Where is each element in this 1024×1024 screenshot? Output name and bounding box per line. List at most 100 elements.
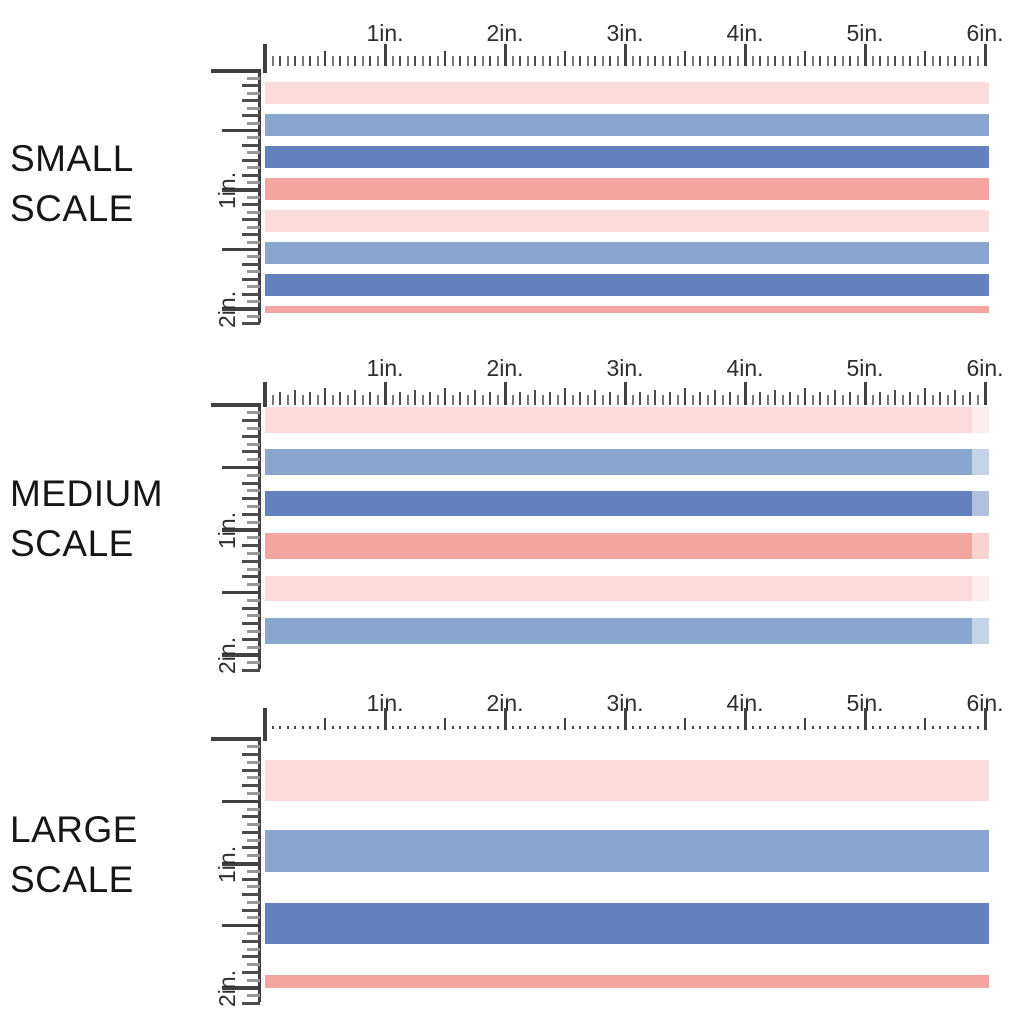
ruler-tick bbox=[247, 978, 260, 982]
ruler-tick bbox=[631, 395, 634, 405]
ruler-tick bbox=[247, 270, 260, 274]
ruler-tick bbox=[242, 606, 260, 610]
ruler-tick bbox=[834, 56, 836, 66]
ruler-dot bbox=[331, 726, 334, 729]
ruler-tick bbox=[444, 388, 446, 405]
ruler-tick bbox=[571, 56, 574, 66]
ruler-tick bbox=[706, 395, 709, 405]
ruler-tick bbox=[774, 56, 776, 66]
ruler-tick bbox=[631, 56, 634, 66]
section-label-small: SMALL SCALE bbox=[10, 134, 134, 234]
ruler-tick bbox=[766, 56, 769, 66]
ruler-tick bbox=[714, 56, 716, 66]
ruler-dot bbox=[916, 726, 919, 729]
ruler-dot bbox=[534, 726, 536, 729]
ruler-tick bbox=[383, 382, 387, 405]
ruler-tick bbox=[909, 56, 911, 66]
ruler-tick bbox=[759, 56, 761, 66]
ruler-tick bbox=[474, 390, 476, 405]
ruler-tick bbox=[242, 768, 260, 772]
ruler-tick bbox=[361, 56, 364, 66]
ruler-tick bbox=[247, 807, 260, 811]
ruler-dot bbox=[309, 726, 311, 729]
ruler-tick bbox=[222, 653, 261, 657]
ruler-tick bbox=[271, 395, 274, 405]
ruler-tick bbox=[242, 450, 260, 454]
ruler-tick bbox=[684, 51, 686, 66]
ruler-tick bbox=[601, 56, 604, 66]
ruler-tick bbox=[354, 56, 356, 66]
ruler-dot bbox=[886, 726, 889, 729]
ruler-tick bbox=[706, 56, 709, 66]
ruler-tick bbox=[247, 645, 260, 649]
ruler-tick bbox=[406, 395, 409, 405]
ruler-dot bbox=[751, 726, 754, 729]
ruler-dot bbox=[729, 726, 731, 729]
ruler-tick bbox=[421, 395, 424, 405]
ruler-tick bbox=[924, 51, 926, 66]
ruler-tick bbox=[811, 56, 814, 66]
ruler-tick bbox=[503, 44, 507, 66]
ruler-tick bbox=[242, 753, 260, 757]
ruler-dot bbox=[639, 726, 641, 729]
ruler-dot bbox=[481, 726, 484, 729]
ruler-tick bbox=[247, 916, 260, 920]
ruler-dot bbox=[489, 726, 491, 729]
inch-label: 2in. bbox=[486, 690, 524, 716]
ruler-tick bbox=[661, 56, 664, 66]
ruler-tick bbox=[939, 392, 941, 405]
fabric-stripe-salmon bbox=[265, 306, 989, 313]
ruler-tick bbox=[534, 390, 536, 405]
ruler-tick bbox=[242, 203, 260, 207]
ruler-tick bbox=[646, 395, 649, 405]
ruler-dot bbox=[421, 726, 424, 729]
ruler-tick bbox=[639, 56, 641, 66]
fabric-stripe-medium_blue bbox=[265, 242, 989, 264]
ruler-tick bbox=[849, 392, 851, 405]
ruler-tick bbox=[946, 395, 949, 405]
ruler-tick bbox=[789, 392, 791, 405]
ruler-origin-tick bbox=[263, 708, 267, 741]
ruler-dot bbox=[811, 726, 814, 729]
ruler-tick bbox=[729, 56, 731, 66]
ruler-tick bbox=[623, 382, 627, 405]
ruler-tick bbox=[459, 56, 461, 66]
ruler-tick bbox=[834, 390, 836, 405]
ruler-tick bbox=[242, 575, 260, 579]
ruler-dot bbox=[466, 726, 469, 729]
ruler-tick bbox=[503, 382, 507, 405]
ruler-dot bbox=[399, 726, 401, 729]
ruler-dot bbox=[879, 726, 881, 729]
ruler-tick bbox=[222, 591, 261, 594]
ruler-tick bbox=[242, 544, 260, 548]
ruler-tick bbox=[961, 395, 964, 405]
ruler-tick bbox=[211, 737, 261, 741]
ruler-tick bbox=[436, 56, 439, 66]
ruler-tick bbox=[247, 151, 260, 155]
ruler-tick bbox=[729, 392, 731, 405]
ruler-tick bbox=[579, 56, 581, 66]
ruler-tick bbox=[247, 776, 260, 780]
ruler-tick bbox=[684, 718, 686, 730]
ruler-tick bbox=[511, 56, 514, 66]
ruler-tick bbox=[519, 56, 521, 66]
ruler-tick bbox=[796, 395, 799, 405]
ruler-tick bbox=[676, 395, 679, 405]
ruler-tick bbox=[804, 718, 806, 730]
ruler-tick bbox=[247, 536, 260, 540]
ruler-tick bbox=[242, 637, 260, 641]
ruler-tick bbox=[976, 395, 979, 405]
ruler-origin-tick bbox=[263, 44, 267, 73]
ruler-dot bbox=[286, 726, 289, 729]
ruler-tick bbox=[242, 784, 260, 788]
ruler-tick bbox=[391, 395, 394, 405]
ruler-tick bbox=[556, 56, 559, 66]
section-label-line: LARGE bbox=[10, 809, 138, 850]
ruler-dot bbox=[856, 726, 859, 729]
ruler-dot bbox=[819, 726, 821, 729]
vertical-ruler-spine bbox=[258, 737, 261, 1002]
ruler-tick bbox=[391, 56, 394, 66]
